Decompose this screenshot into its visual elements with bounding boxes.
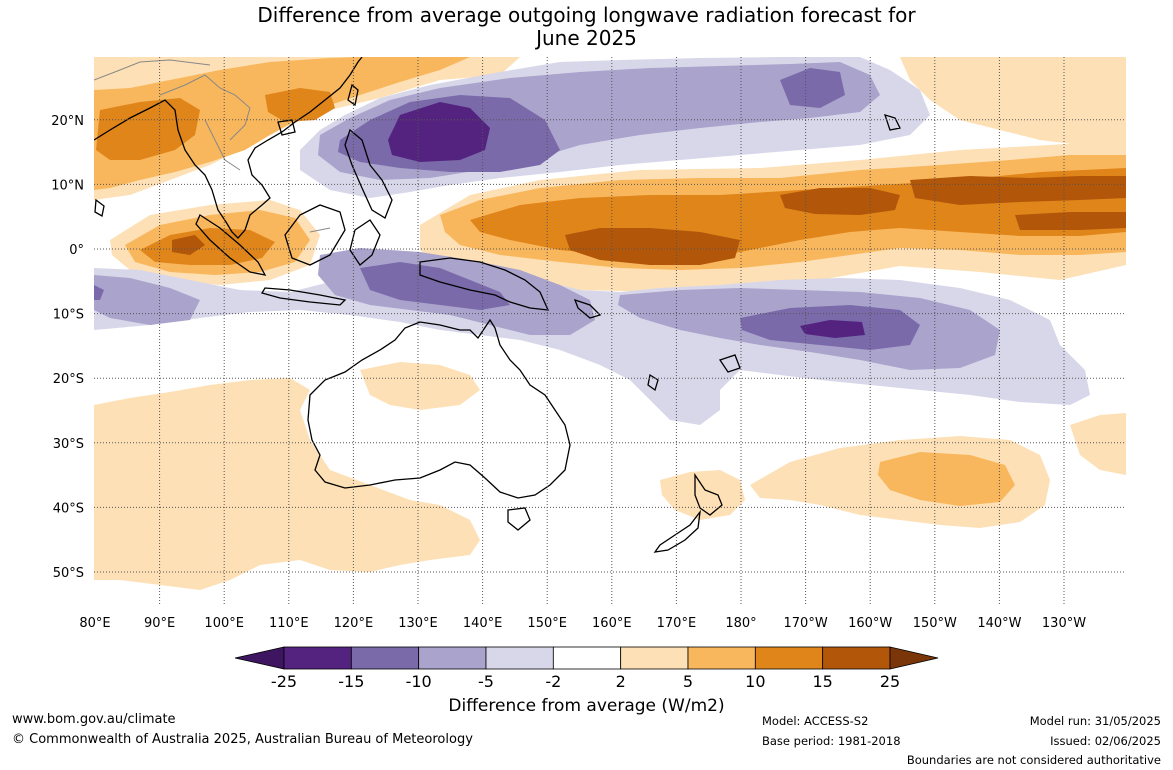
colorbar-box <box>418 646 487 670</box>
longitude-label: 80°E <box>79 616 110 631</box>
colorbar-tick-label: -15 <box>338 672 364 691</box>
new-zealand-south-coastline <box>653 509 701 553</box>
latitude-label: 10°N <box>51 178 84 193</box>
longitude-labels: 80°E 90°E 100°E 110°E 120°E 130°E 140°E 150°E 16… <box>79 616 1086 631</box>
longitude-label: 140°E <box>463 616 503 631</box>
latitude-labels: 20°N 10°N 0° 10°S 20°S 30°S 40°S 50°S <box>51 114 84 581</box>
sri-lanka-coastline <box>94 198 105 218</box>
australia-coastline <box>307 318 571 499</box>
longitude-label: 90°E <box>144 616 175 631</box>
colorbar-tick-label: -5 <box>478 672 494 691</box>
coastlines <box>94 57 901 553</box>
new-guinea-coastline <box>419 257 550 311</box>
model-run-text: Model run: 31/05/2025 <box>1029 714 1161 728</box>
colorbar-arrow-high <box>889 646 939 670</box>
colorbar-tick-label: -25 <box>271 672 297 691</box>
colorbar-box <box>283 646 352 670</box>
colorbar-tick-label: 2 <box>616 672 626 691</box>
anomaly-15-to-25-regions <box>172 176 1126 265</box>
sulawesi-coastline <box>349 219 381 266</box>
colorbar-box <box>552 646 622 670</box>
colorbar-tick-label: 10 <box>745 672 765 691</box>
disclaimer-text: Boundaries are not considered authoritat… <box>906 753 1161 767</box>
sumatra-coastline <box>195 214 267 276</box>
latitude-label: 0° <box>69 243 84 258</box>
title-line-1: Difference from average outgoing longwav… <box>257 3 916 27</box>
hainan-coastline <box>277 119 296 136</box>
colorbar <box>234 646 939 670</box>
colorbar-ticks: -25 -15 -10 -5 -2 2 5 10 15 25 <box>271 672 900 691</box>
longitude-label: 170°E <box>657 616 697 631</box>
title-line-2: June 2025 <box>536 26 637 50</box>
colorbar-box <box>822 646 891 670</box>
colorbar-box <box>620 646 689 670</box>
borneo-coastline <box>284 204 346 266</box>
colorbar-box <box>485 646 554 670</box>
longitude-label: 130°W <box>1042 616 1086 631</box>
longitude-label: 100°E <box>204 616 244 631</box>
colorbar-box <box>754 646 824 670</box>
colorbar-tick-label: -2 <box>545 672 561 691</box>
longitude-label: 150°W <box>913 616 957 631</box>
country-boundaries <box>94 59 331 233</box>
longitude-label: 110°E <box>269 616 309 631</box>
longitude-label: 120°E <box>334 616 374 631</box>
longitude-label: 140°W <box>977 616 1021 631</box>
new-zealand-north-coastline <box>694 472 723 516</box>
map-title: Difference from average outgoing longwav… <box>0 4 1173 50</box>
tasmania-coastline <box>507 507 531 531</box>
longitude-label: 130°E <box>398 616 438 631</box>
anomaly-minus15-to-minus25-regions <box>388 102 865 338</box>
colorbar-label: Difference from average (W/m2) <box>448 696 725 716</box>
graticule <box>94 57 1126 604</box>
base-period-text: Base period: 1981-2018 <box>762 734 901 748</box>
java-coastline <box>261 287 347 306</box>
colorbar-box <box>687 646 756 670</box>
website-text: www.bom.gov.au/climate <box>12 712 176 727</box>
issued-text: Issued: 02/06/2025 <box>1050 734 1161 748</box>
colorbar-arrow-low <box>234 646 285 670</box>
colorbar-tick-label: 15 <box>812 672 832 691</box>
copyright-text: © Commonwealth of Australia 2025, Austra… <box>12 732 473 747</box>
colorbar-tick-label: -10 <box>406 672 432 691</box>
colorbar-box <box>350 646 420 670</box>
asia-mainland-coastline <box>94 57 363 239</box>
colorbar-tick-label: 25 <box>880 672 900 691</box>
model-text: Model: ACCESS-S2 <box>762 714 869 728</box>
latitude-label: 10°S <box>53 308 84 323</box>
map-panel <box>94 57 1126 604</box>
latitude-label: 30°S <box>53 437 84 452</box>
longitude-label: 160°W <box>848 616 892 631</box>
philippines-coastline <box>344 128 393 219</box>
latitude-label: 20°S <box>53 372 84 387</box>
colorbar-tick-label: 5 <box>683 672 693 691</box>
longitude-label: 150°E <box>527 616 567 631</box>
latitude-label: 20°N <box>51 114 84 129</box>
latitude-label: 40°S <box>53 501 84 516</box>
longitude-label: 160°E <box>592 616 632 631</box>
latitude-label: 50°S <box>53 566 84 581</box>
longitude-label: 170°W <box>784 616 828 631</box>
taiwan-coastline <box>347 83 359 107</box>
longitude-label: 180° <box>725 616 756 631</box>
